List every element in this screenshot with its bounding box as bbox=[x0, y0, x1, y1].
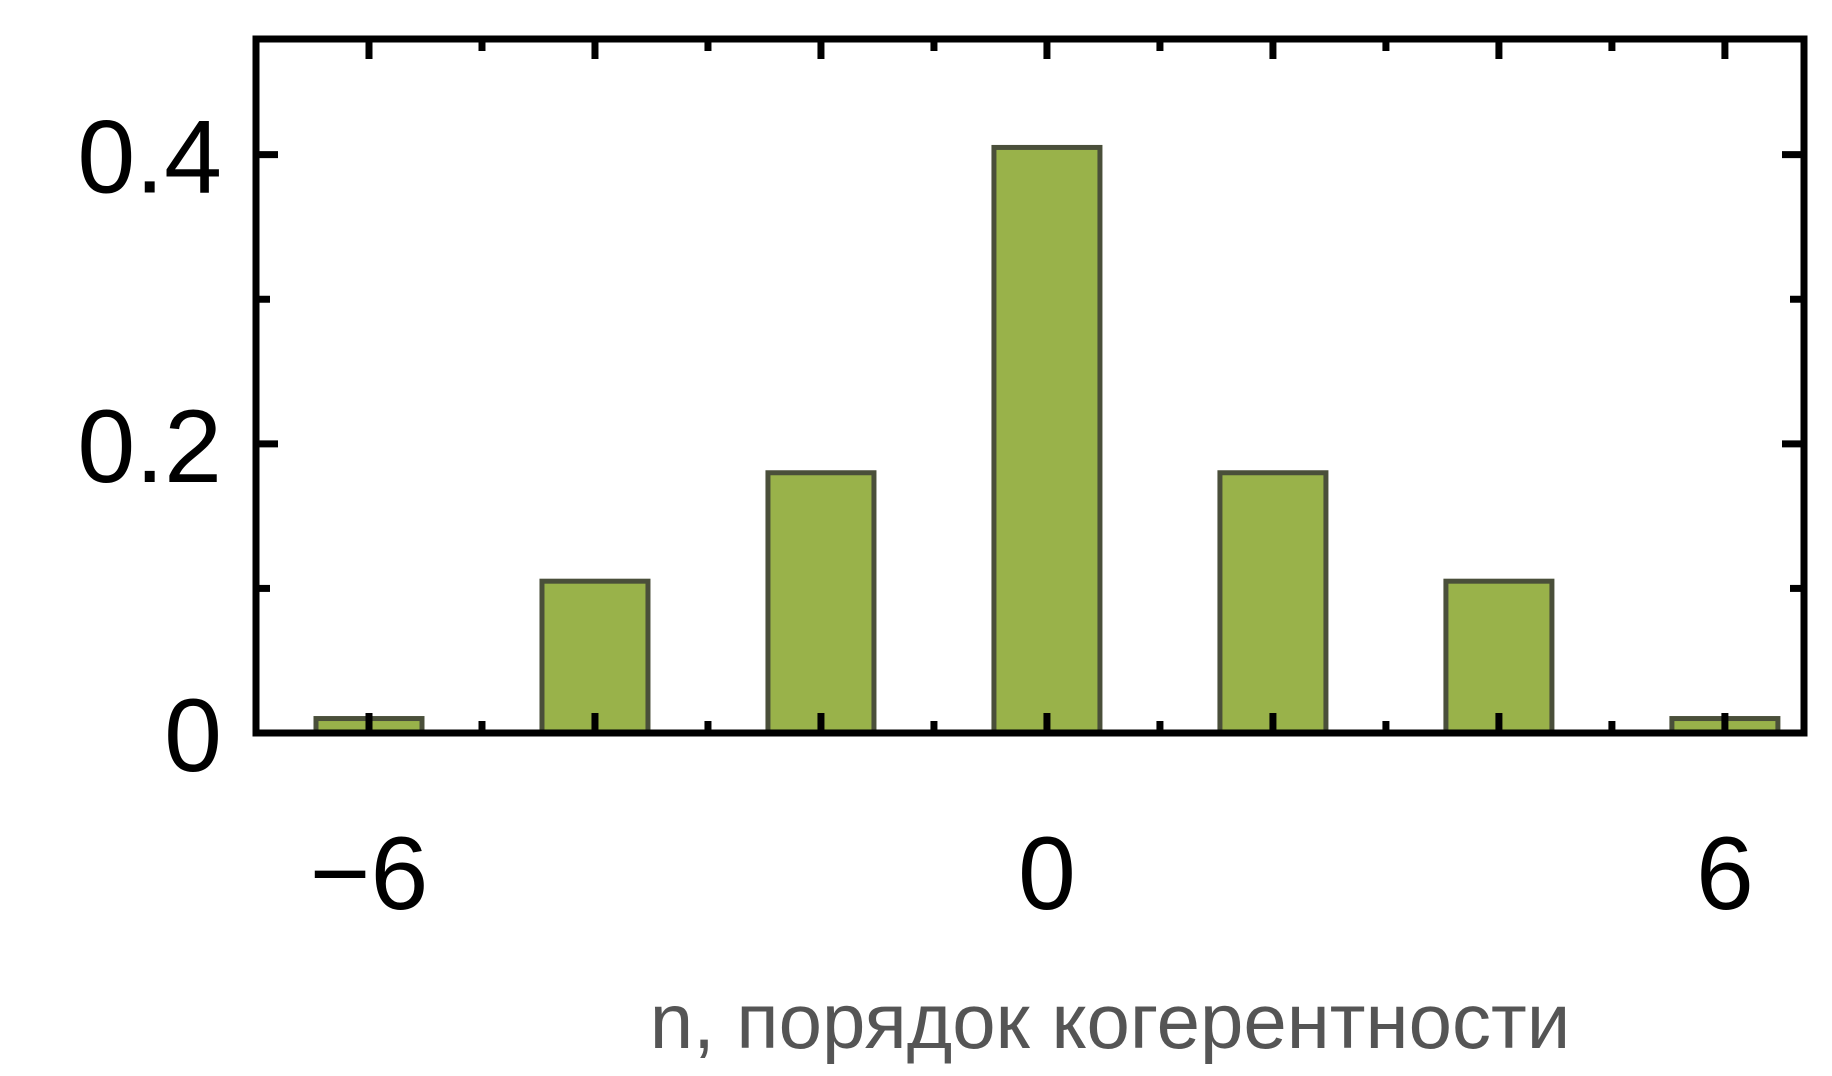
bar-n--4 bbox=[539, 578, 651, 736]
bar-n-0 bbox=[991, 144, 1103, 736]
x-axis-label: n, порядок когерентности bbox=[650, 977, 1571, 1065]
x-tick-label: −6 bbox=[310, 816, 429, 932]
bars-group bbox=[313, 144, 1781, 736]
y-tick-labels: 0 0.2 0.4 bbox=[77, 100, 222, 794]
plot-frame bbox=[252, 35, 1808, 737]
x-tick-label: 0 bbox=[1018, 816, 1076, 932]
bar-n--2 bbox=[765, 470, 877, 736]
y-tick-label: 0.2 bbox=[77, 389, 222, 505]
x-tick-labels: −6 0 6 bbox=[310, 816, 1754, 932]
bar-n-4 bbox=[1443, 578, 1555, 736]
bar-n-2 bbox=[1217, 470, 1329, 736]
x-tick-label: 6 bbox=[1696, 816, 1754, 932]
y-tick-label: 0 bbox=[164, 678, 222, 794]
y-tick-label: 0.4 bbox=[77, 100, 222, 216]
